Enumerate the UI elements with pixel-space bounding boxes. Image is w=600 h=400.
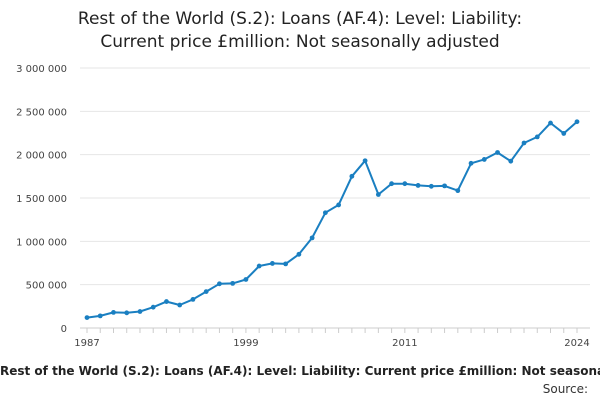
x-axis-tick-labels: 1987 1999 2011 2024 [74, 338, 589, 349]
chart-title-line-2: Current price £million: Not seasonally a… [100, 32, 500, 52]
data-point[interactable] [375, 192, 381, 197]
data-point[interactable] [521, 140, 527, 146]
x-tick-label: 2024 [564, 338, 589, 349]
data-point[interactable] [203, 289, 209, 294]
data-point[interactable] [111, 310, 116, 315]
data-point[interactable] [574, 119, 580, 125]
data-point[interactable] [495, 150, 500, 155]
series-line [86, 120, 578, 319]
data-point[interactable] [97, 313, 103, 319]
data-point[interactable] [283, 261, 289, 267]
data-point[interactable] [164, 299, 169, 304]
y-tick-label: 3 000 000 [16, 64, 67, 75]
grid-lines [80, 67, 590, 329]
data-point[interactable] [428, 183, 434, 189]
data-point[interactable] [548, 120, 553, 126]
data-point[interactable] [389, 181, 394, 187]
data-point[interactable] [508, 158, 514, 164]
data-point[interactable] [402, 181, 408, 187]
data-point[interactable] [362, 158, 368, 164]
data-point[interactable] [84, 315, 90, 320]
data-point[interactable] [442, 183, 447, 189]
data-point[interactable] [124, 310, 130, 316]
data-point[interactable] [270, 261, 275, 266]
x-tick-label: 2011 [392, 338, 417, 349]
data-point[interactable] [415, 183, 421, 188]
y-tick-label: 0 [61, 324, 67, 335]
data-point[interactable] [336, 202, 342, 208]
chart-title-line-1: Rest of the World (S.2): Loans (AF.4): L… [77, 9, 523, 29]
series-layer [84, 119, 580, 320]
y-tick-label: 2 500 000 [16, 107, 67, 118]
x-tick-label: 1987 [74, 338, 99, 349]
y-tick-label: 1 500 000 [16, 194, 67, 205]
x-tick-label: 1999 [233, 338, 258, 349]
y-tick-label: 1 000 000 [16, 237, 67, 248]
footer-caption-text: Rest of the World (S.2): Loans (AF.4): L… [0, 364, 600, 378]
x-axis [80, 327, 590, 333]
data-point[interactable] [230, 280, 236, 286]
data-point[interactable] [455, 188, 461, 194]
y-tick-label: 500 000 [26, 281, 67, 292]
data-point[interactable] [177, 302, 183, 308]
data-point[interactable] [468, 160, 474, 166]
data-point[interactable] [190, 297, 196, 302]
data-point[interactable] [322, 210, 328, 216]
y-tick-label: 2 000 000 [16, 151, 67, 162]
data-point[interactable] [481, 157, 487, 162]
footer-caption: Rest of the World (S.2): Loans (AF.4): L… [0, 364, 600, 378]
source-label: Source: [542, 382, 588, 396]
data-point[interactable] [534, 134, 540, 140]
y-axis-tick-labels: 0 500 000 1 000 000 1 500 000 2 000 000 2 500… [16, 64, 67, 335]
data-point[interactable] [309, 235, 315, 241]
data-point[interactable] [243, 277, 249, 282]
data-point[interactable] [217, 281, 222, 287]
chart-title: Rest of the World (S.2): Loans (AF.4): L… [0, 8, 600, 54]
data-point[interactable] [561, 131, 567, 136]
data-point[interactable] [150, 304, 156, 310]
data-point[interactable] [256, 263, 262, 269]
data-point[interactable] [296, 251, 302, 257]
data-point[interactable] [349, 173, 355, 179]
data-point[interactable] [137, 309, 143, 314]
